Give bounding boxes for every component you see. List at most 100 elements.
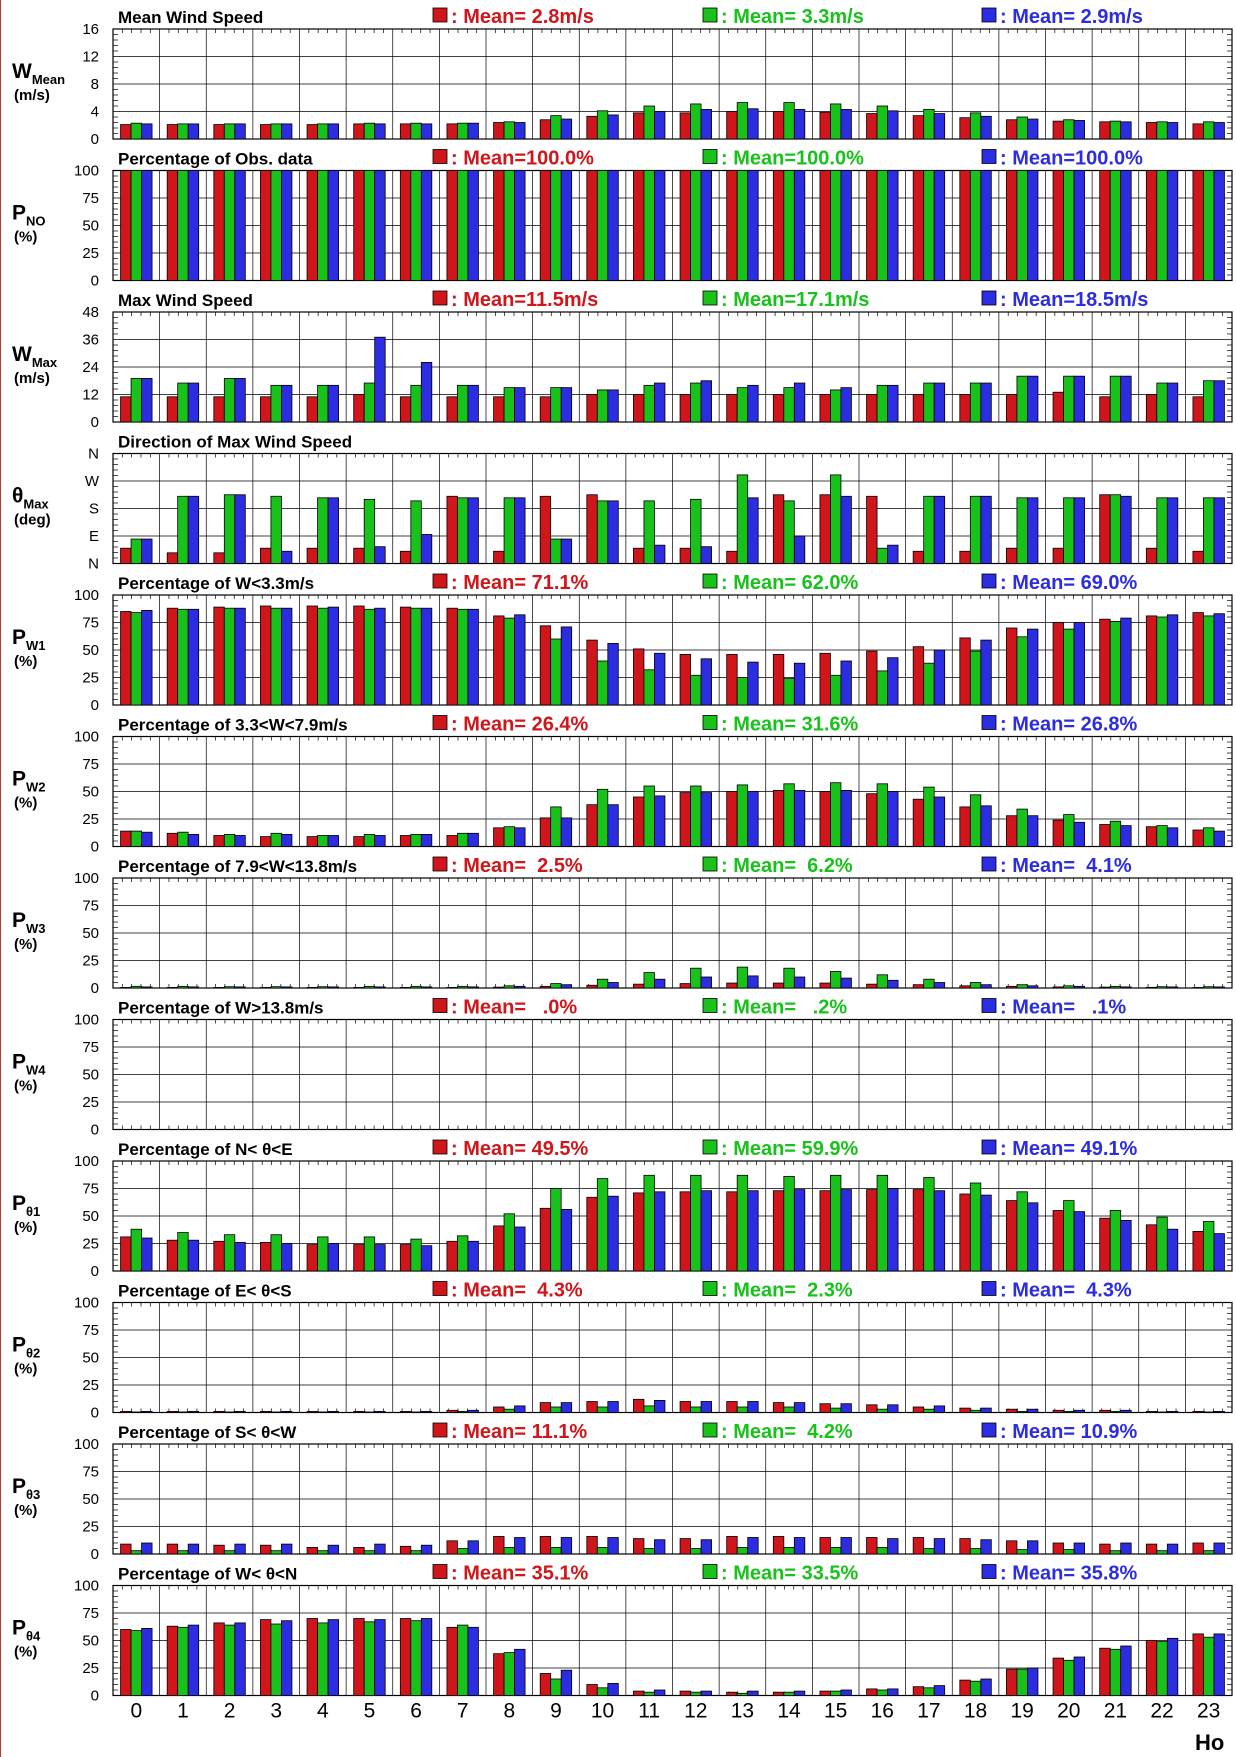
bar-green-h13 bbox=[736, 1547, 749, 1555]
legend-swatch-green bbox=[702, 290, 718, 306]
bar-blue-h2 bbox=[234, 835, 246, 847]
bar-red-h11 bbox=[633, 983, 645, 989]
bar-red-h4 bbox=[306, 987, 318, 989]
y-tick-label: N bbox=[88, 446, 99, 463]
bar-green-h14 bbox=[783, 678, 795, 706]
bar-green-h23 bbox=[1203, 1550, 1215, 1555]
bar-red-h10 bbox=[586, 115, 598, 140]
legend-label-green: : Mean= 2.3% bbox=[721, 1280, 853, 1302]
bar-red-h0 bbox=[120, 1543, 132, 1555]
bar-green-h1 bbox=[177, 1550, 189, 1555]
bar-blue-h11 bbox=[654, 544, 666, 564]
y-tick-label: S bbox=[89, 501, 99, 518]
bar-red-h20 bbox=[1052, 170, 1064, 281]
bar-green-h3 bbox=[270, 495, 282, 564]
bar-green-h17 bbox=[923, 495, 935, 564]
legend-swatch-red bbox=[432, 1564, 448, 1579]
bar-blue-h2 bbox=[234, 1543, 246, 1555]
bar-green-h12 bbox=[690, 785, 702, 847]
left-border bbox=[0, 0, 1, 1757]
bar-red-h18 bbox=[959, 117, 971, 140]
bar-green-h21 bbox=[1109, 170, 1122, 281]
bar-green-h4 bbox=[317, 1622, 329, 1696]
bar-blue-h7 bbox=[467, 122, 479, 140]
x-tick-label: 14 bbox=[777, 1700, 801, 1723]
bar-red-h20 bbox=[1052, 622, 1064, 706]
panel-title: Percentage of 7.9<W<13.8m/s bbox=[118, 857, 357, 876]
bar-blue-h20 bbox=[1073, 1542, 1085, 1555]
bar-green-h8 bbox=[503, 121, 515, 140]
panel-title: Max Wind Speed bbox=[118, 291, 253, 310]
bar-green-h6 bbox=[410, 985, 422, 989]
bar-red-h10 bbox=[586, 1684, 598, 1696]
bar-red-h21 bbox=[1099, 121, 1111, 140]
bar-green-h7 bbox=[457, 832, 469, 847]
bar-blue-h5 bbox=[374, 1244, 386, 1272]
bar-green-h5 bbox=[363, 122, 376, 140]
bar-red-h18 bbox=[959, 394, 971, 423]
legend-swatch-red bbox=[432, 1281, 448, 1296]
bar-red-h13 bbox=[726, 791, 738, 847]
bar-green-h12 bbox=[690, 967, 702, 989]
bar-green-h1 bbox=[177, 1232, 189, 1272]
bar-blue-h14 bbox=[793, 1402, 806, 1413]
bar-green-h2 bbox=[223, 1411, 236, 1413]
bar-green-h1 bbox=[177, 1626, 189, 1696]
bar-blue-h2 bbox=[234, 986, 246, 989]
bar-red-h18 bbox=[959, 985, 971, 989]
bar-red-h9 bbox=[539, 985, 552, 989]
legend-label-red: : Mean=11.5m/s bbox=[451, 289, 598, 311]
bar-green-h6 bbox=[410, 607, 422, 706]
bar-red-h18 bbox=[959, 1407, 971, 1413]
bar-blue-h12 bbox=[700, 546, 712, 564]
bar-green-h21 bbox=[1109, 1210, 1122, 1272]
bar-red-h12 bbox=[679, 547, 691, 564]
bar-red-h16 bbox=[866, 394, 878, 423]
bar-red-h18 bbox=[959, 1193, 971, 1272]
bar-green-h4 bbox=[317, 607, 329, 706]
bar-blue-h21 bbox=[1120, 1542, 1132, 1555]
bar-green-h17 bbox=[923, 1687, 935, 1696]
bar-green-h5 bbox=[363, 1411, 376, 1413]
legend-label-red: : Mean= 4.3% bbox=[451, 1280, 583, 1302]
bar-green-h9 bbox=[550, 1406, 562, 1413]
legend-label-green: : Mean=100.0% bbox=[721, 148, 864, 170]
bar-green-h1 bbox=[177, 608, 189, 706]
bar-green-h16 bbox=[876, 1174, 888, 1272]
x-tick-label: 2 bbox=[224, 1700, 236, 1723]
bar-red-h20 bbox=[1052, 391, 1064, 423]
bar-green-h7 bbox=[457, 122, 469, 140]
bar-red-h22 bbox=[1145, 122, 1158, 140]
bar-blue-h16 bbox=[887, 170, 899, 281]
bar-blue-h23 bbox=[1213, 1233, 1225, 1272]
bar-red-h0 bbox=[120, 1629, 132, 1696]
bar-green-h11 bbox=[643, 669, 655, 706]
bar-green-h9 bbox=[550, 1678, 562, 1696]
bar-blue-h6 bbox=[420, 1245, 433, 1272]
bar-green-h21 bbox=[1109, 985, 1122, 989]
bar-red-h21 bbox=[1099, 824, 1111, 847]
bar-red-h5 bbox=[353, 1411, 365, 1413]
bar-blue-h7 bbox=[467, 497, 479, 564]
bar-blue-h11 bbox=[654, 382, 666, 423]
bar-green-h17 bbox=[923, 1177, 935, 1272]
bar-green-h2 bbox=[223, 1624, 236, 1696]
bar-blue-h15 bbox=[840, 1189, 852, 1272]
bar-red-h14 bbox=[772, 982, 785, 989]
bar-red-h4 bbox=[306, 1411, 318, 1413]
bar-blue-h6 bbox=[420, 362, 433, 423]
y-tick-label: 25 bbox=[82, 1094, 99, 1111]
bar-red-h15 bbox=[819, 1403, 831, 1413]
bar-red-h3 bbox=[260, 1411, 272, 1413]
bar-blue-h12 bbox=[700, 170, 712, 281]
y-tick-label: 75 bbox=[82, 1464, 99, 1481]
bar-green-h5 bbox=[363, 1621, 376, 1696]
bar-blue-h8 bbox=[514, 497, 526, 564]
bar-blue-h11 bbox=[654, 978, 666, 989]
bar-green-h5 bbox=[363, 1236, 376, 1272]
bar-red-h0 bbox=[120, 1236, 132, 1272]
bar-blue-h3 bbox=[281, 607, 293, 706]
bar-green-h13 bbox=[736, 966, 749, 989]
bar-blue-h22 bbox=[1166, 614, 1179, 706]
bar-blue-h19 bbox=[1027, 497, 1039, 564]
